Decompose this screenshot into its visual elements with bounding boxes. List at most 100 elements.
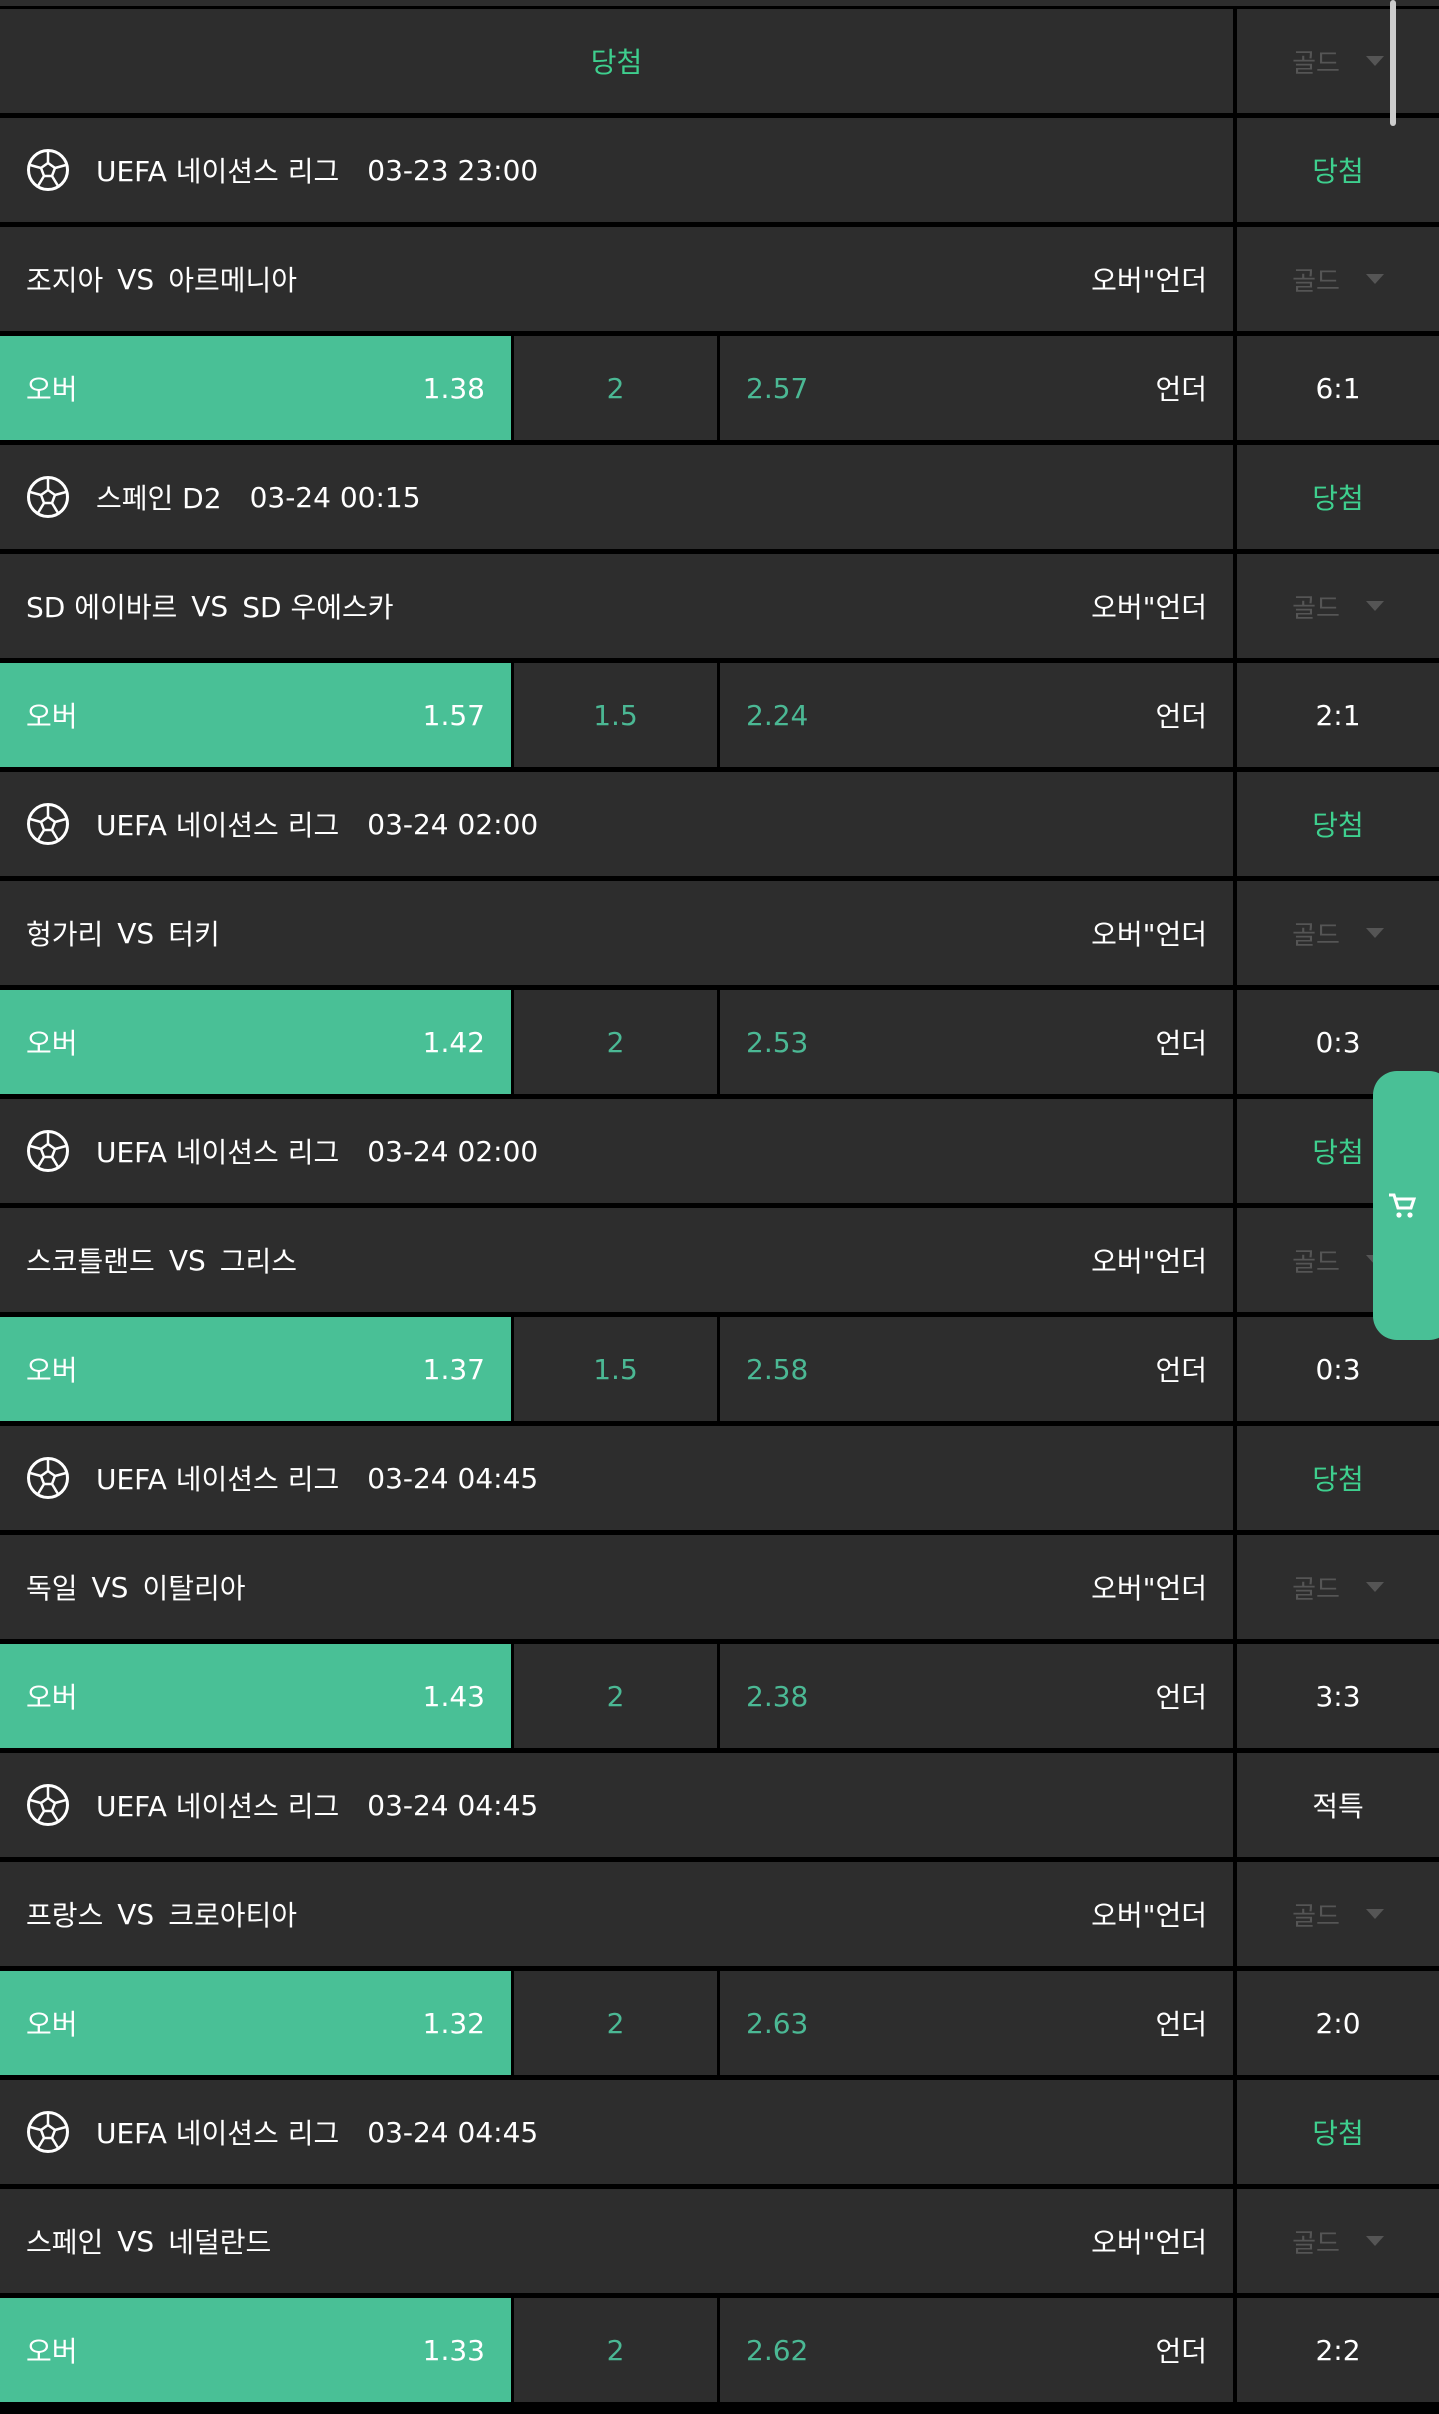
over-button[interactable]: 오버 1.43 [0, 1644, 511, 1748]
over-label: 오버 [26, 1027, 78, 1060]
line-cell: 2 [514, 1644, 717, 1748]
match-time: 03-23 23:00 [367, 153, 539, 187]
match-row: 조지아 VS 아르메니아 오버"언더 골드 [0, 227, 1439, 331]
over-odds: 1.38 [422, 371, 485, 405]
result-status: 당첨 [1312, 482, 1364, 515]
filter-label: 골드 [1292, 1574, 1340, 1605]
over-button[interactable]: 오버 1.42 [0, 990, 511, 1094]
soccer-ball-icon [27, 1130, 69, 1172]
scrollbar[interactable] [1390, 0, 1396, 126]
home-team: 스코틀랜드 [26, 1245, 155, 1278]
filter-dropdown[interactable]: 골드 [1237, 1535, 1439, 1639]
under-odds: 2.53 [746, 1025, 809, 1059]
line-value: 1.5 [593, 1352, 638, 1386]
teams-cell: SD 에이바르 VS SD 우에스카 오버"언더 [0, 554, 1233, 658]
under-odds: 2.38 [746, 1679, 809, 1713]
under-button[interactable]: 2.63 언더 [720, 1971, 1233, 2075]
away-team: 크로아티아 [168, 1899, 298, 1932]
previous-row-edge [0, 0, 1439, 6]
under-button[interactable]: 2.57 언더 [720, 336, 1233, 440]
filter-label: 골드 [1292, 48, 1340, 79]
filter-dropdown[interactable]: 골드 [1237, 9, 1439, 113]
league-name: UEFA 네이션스 리그 [96, 809, 340, 842]
line-value: 2 [606, 371, 625, 405]
final-score: 2:2 [1315, 2333, 1361, 2367]
result-cell: 당첨 [1237, 2080, 1439, 2184]
market-label: 오버"언더 [1091, 1245, 1207, 1278]
market-label: 오버"언더 [1091, 2226, 1207, 2259]
match-row: SD 에이바르 VS SD 우에스카 오버"언더 골드 [0, 554, 1439, 658]
match-row: 스코틀랜드 VS 그리스 오버"언더 골드 [0, 1208, 1439, 1312]
away-team: 터키 [168, 918, 220, 951]
final-score: 0:3 [1315, 1352, 1361, 1386]
market-label: 오버"언더 [1091, 591, 1207, 624]
filter-dropdown[interactable]: 골드 [1237, 1862, 1439, 1966]
odds-row: 오버 1.43 2 2.38 언더 3:3 [0, 1644, 1439, 1748]
league-row: UEFA 네이션스 리그 03-24 02:00 당첨 [0, 1099, 1439, 1203]
line-cell: 1.5 [514, 1317, 717, 1421]
odds-row: 오버 1.37 1.5 2.58 언더 0:3 [0, 1317, 1439, 1421]
final-score: 0:3 [1315, 1025, 1361, 1059]
away-team: SD 우에스카 [242, 591, 394, 624]
league-name: UEFA 네이션스 리그 [96, 1463, 340, 1496]
header-status-cell: 당첨 [0, 9, 1233, 113]
under-label: 언더 [1155, 700, 1207, 733]
league-row: UEFA 네이션스 리그 03-24 04:45 적특 [0, 1753, 1439, 1857]
over-button[interactable]: 오버 1.38 [0, 336, 511, 440]
league-row: UEFA 네이션스 리그 03-24 04:45 당첨 [0, 2080, 1439, 2184]
league-name: 스페인 D2 [96, 482, 222, 515]
over-button[interactable]: 오버 1.32 [0, 1971, 511, 2075]
odds-row: 오버 1.38 2 2.57 언더 6:1 [0, 336, 1439, 440]
home-team: 헝가리 [26, 918, 104, 951]
result-cell: 적특 [1237, 1753, 1439, 1857]
result-status: 당첨 [1312, 809, 1364, 842]
chevron-down-icon [1365, 274, 1384, 284]
under-label: 언더 [1155, 1027, 1207, 1060]
result-status: 당첨 [1312, 1463, 1364, 1496]
league-cell: UEFA 네이션스 리그 03-24 02:00 [0, 772, 1233, 876]
match-time: 03-24 04:45 [367, 1461, 539, 1495]
cart-icon [1389, 1193, 1416, 1218]
league-name: UEFA 네이션스 리그 [96, 155, 340, 188]
filter-dropdown[interactable]: 골드 [1237, 227, 1439, 331]
line-value: 2 [606, 1679, 625, 1713]
league-cell: UEFA 네이션스 리그 03-24 04:45 [0, 1753, 1233, 1857]
teams-cell: 헝가리 VS 터키 오버"언더 [0, 881, 1233, 985]
home-team: 스페인 [26, 2226, 104, 2259]
under-button[interactable]: 2.38 언더 [720, 1644, 1233, 1748]
over-label: 오버 [26, 2335, 78, 2368]
over-button[interactable]: 오버 1.37 [0, 1317, 511, 1421]
vs-label: VS [117, 916, 155, 950]
match-time: 03-24 02:00 [367, 1134, 539, 1168]
under-button[interactable]: 2.58 언더 [720, 1317, 1233, 1421]
result-cell: 당첨 [1237, 1426, 1439, 1530]
over-button[interactable]: 오버 1.57 [0, 663, 511, 767]
league-row: UEFA 네이션스 리그 03-24 04:45 당첨 [0, 1426, 1439, 1530]
line-cell: 1.5 [514, 663, 717, 767]
under-button[interactable]: 2.53 언더 [720, 990, 1233, 1094]
status-label: 당첨 [590, 46, 643, 79]
line-value: 2 [606, 2006, 625, 2040]
cart-button[interactable] [1373, 1071, 1439, 1340]
market-label: 오버"언더 [1091, 1572, 1207, 1605]
league-name: UEFA 네이션스 리그 [96, 2117, 340, 2150]
chevron-down-icon [1365, 601, 1384, 611]
vs-label: VS [117, 2224, 155, 2258]
filter-dropdown[interactable]: 골드 [1237, 554, 1439, 658]
filter-dropdown[interactable]: 골드 [1237, 2189, 1439, 2293]
filter-dropdown[interactable]: 골드 [1237, 881, 1439, 985]
odds-row: 오버 1.32 2 2.63 언더 2:0 [0, 1971, 1439, 2075]
filter-label: 골드 [1292, 266, 1340, 297]
under-button[interactable]: 2.62 언더 [720, 2298, 1233, 2402]
odds-row: 오버 1.57 1.5 2.24 언더 2:1 [0, 663, 1439, 767]
under-button[interactable]: 2.24 언더 [720, 663, 1233, 767]
league-cell: UEFA 네이션스 리그 03-23 23:00 [0, 118, 1233, 222]
chevron-down-icon [1365, 2236, 1384, 2246]
filter-label: 골드 [1292, 2228, 1340, 2259]
over-button[interactable]: 오버 1.33 [0, 2298, 511, 2402]
teams-cell: 조지아 VS 아르메니아 오버"언더 [0, 227, 1233, 331]
away-team: 아르메니아 [168, 264, 298, 297]
line-value: 2 [606, 2333, 625, 2367]
league-cell: UEFA 네이션스 리그 03-24 04:45 [0, 1426, 1233, 1530]
final-score: 6:1 [1315, 371, 1361, 405]
